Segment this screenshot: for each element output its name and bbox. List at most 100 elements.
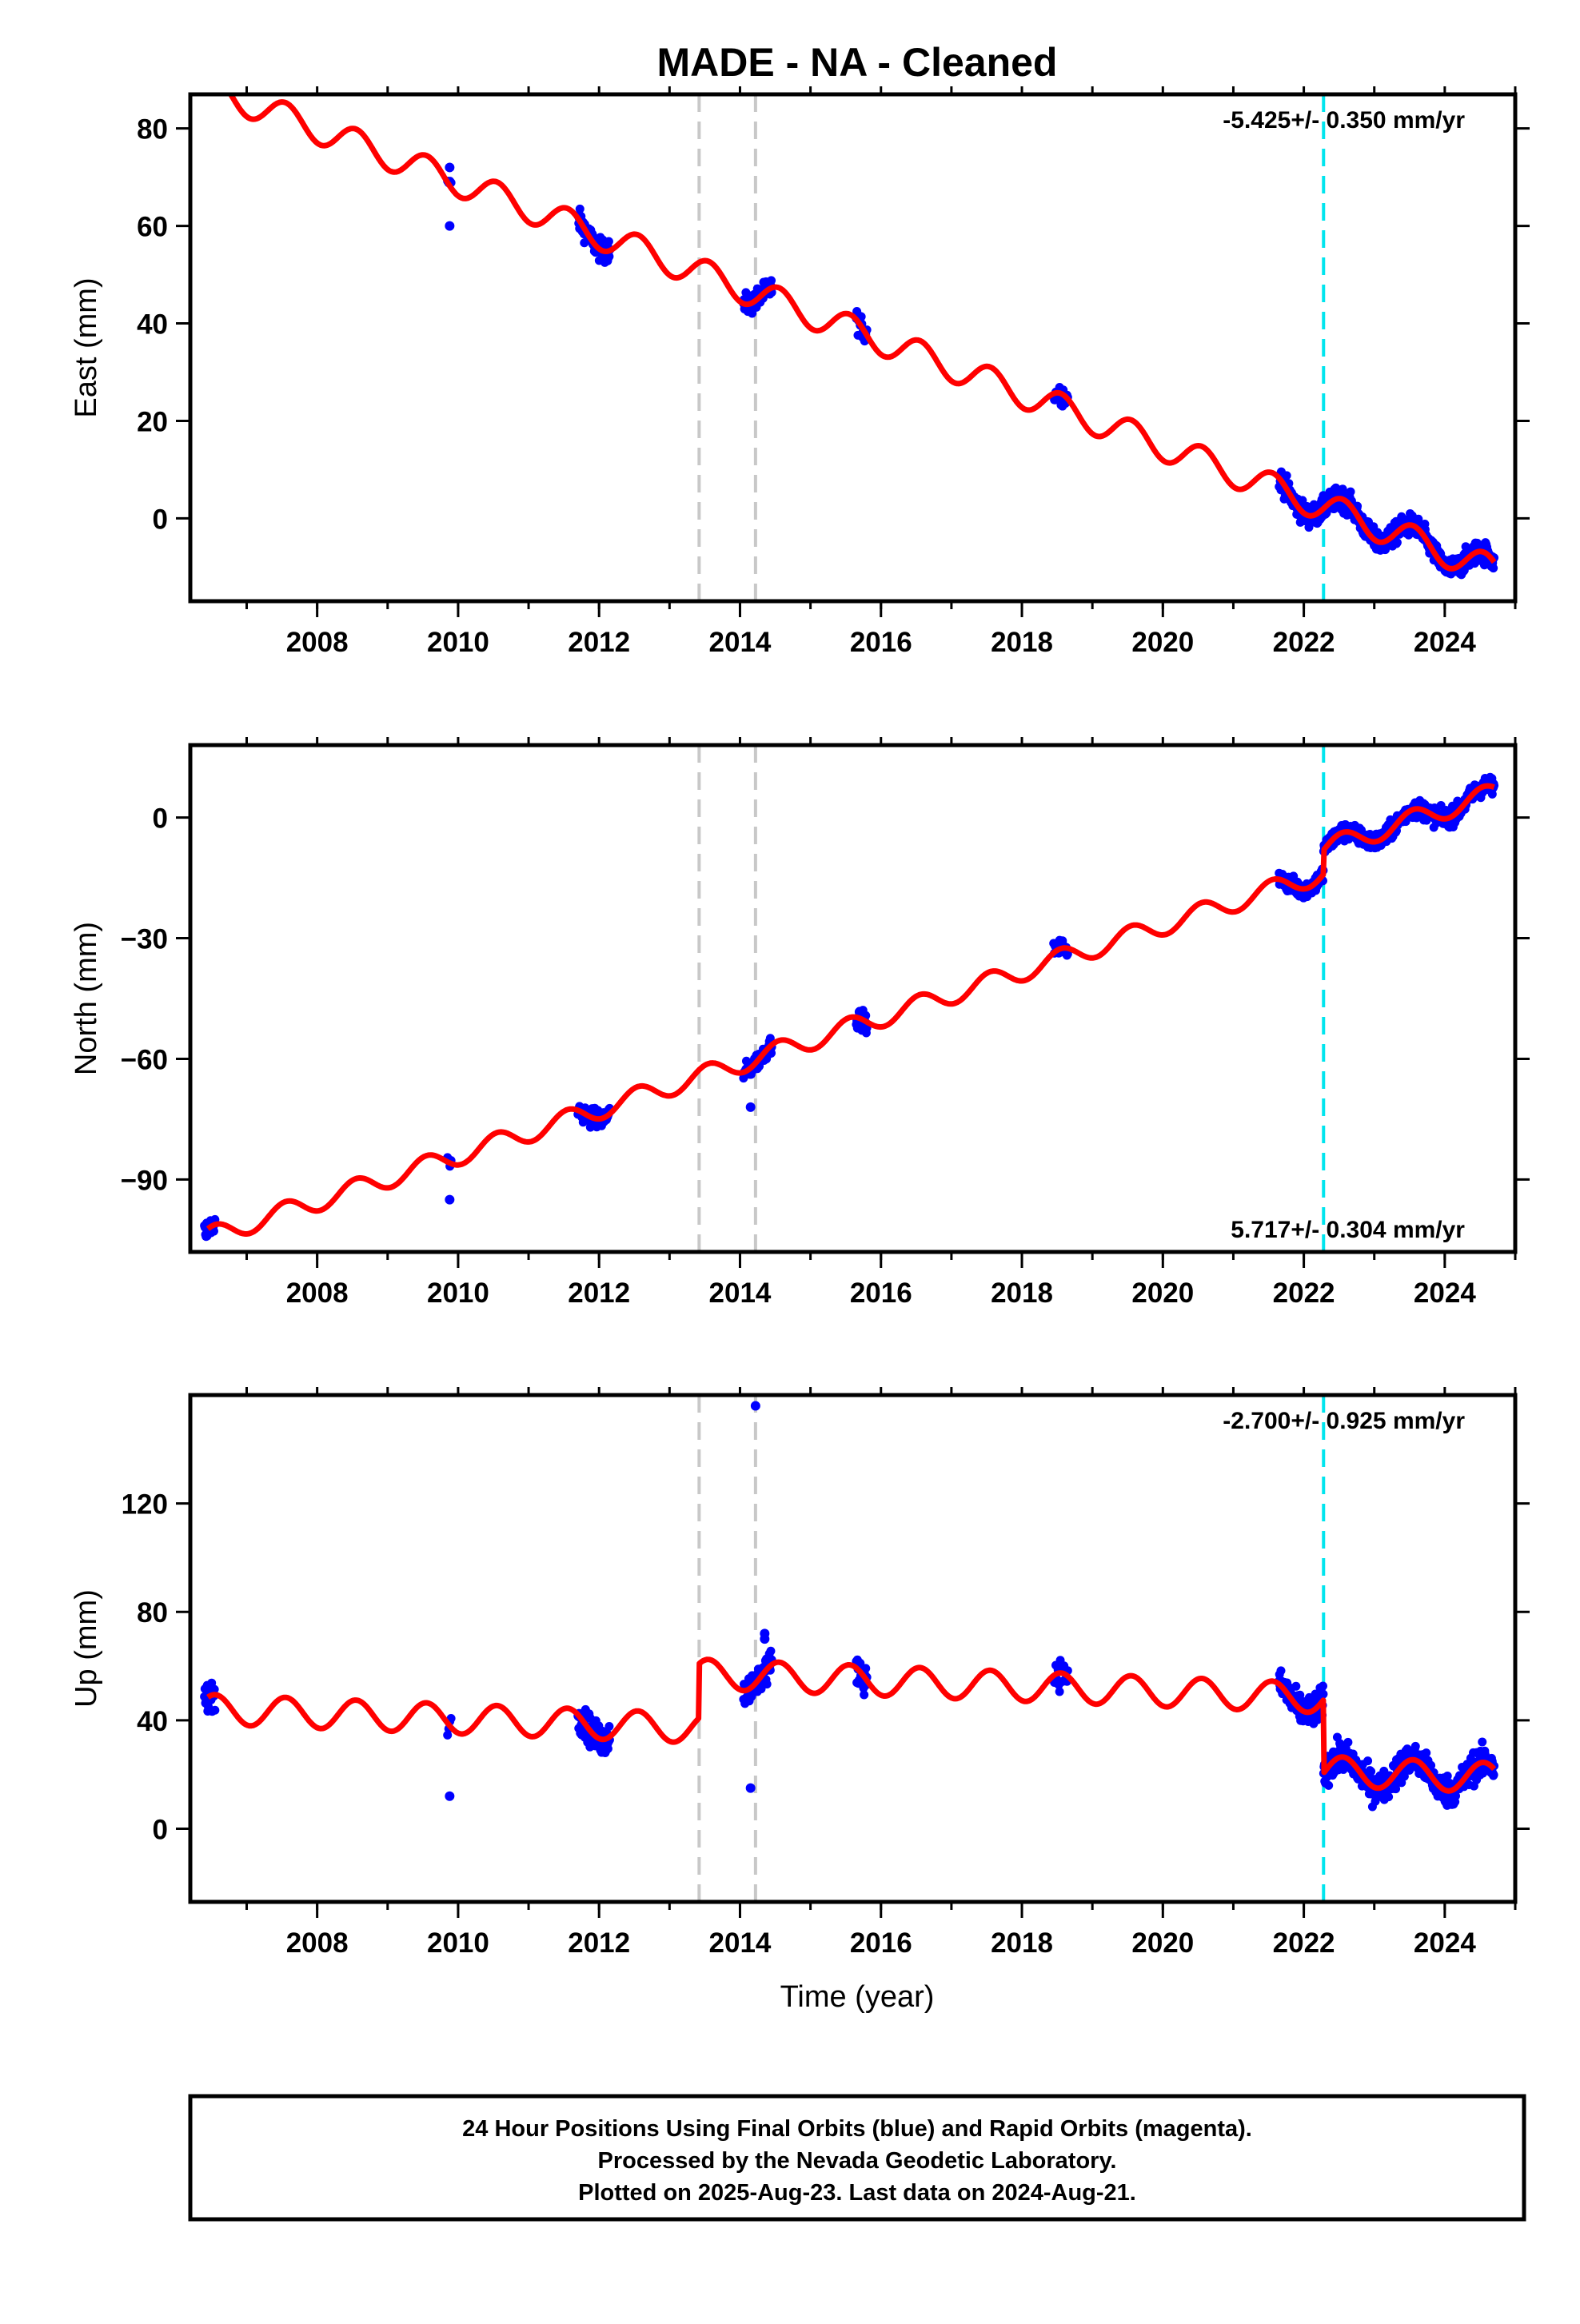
footer-line-1: 24 Hour Positions Using Final Orbits (bl… <box>462 2116 1252 2142</box>
x-axis-label: Time (year) <box>780 1980 935 2014</box>
north-ytick-label: −90 <box>121 1165 168 1196</box>
east-data-point <box>210 73 219 82</box>
east-data-point <box>1489 564 1498 573</box>
up-xtick-label: 2016 <box>850 1927 912 1959</box>
north-xtick-label: 2010 <box>427 1278 489 1309</box>
east-ytick-label: 60 <box>137 212 168 243</box>
up-data-point <box>1276 1666 1286 1676</box>
east-ylabel: East (mm) <box>70 277 103 417</box>
east-xtick-label: 2018 <box>991 627 1053 658</box>
up-data-point <box>1391 1784 1401 1794</box>
east-rate-label: -5.425+/- 0.350 mm/yr <box>1223 107 1465 134</box>
east-xtick-label: 2020 <box>1131 627 1194 658</box>
north-data-points <box>200 772 1499 1242</box>
east-data-point <box>1346 487 1355 496</box>
east-ytick-label: 80 <box>137 114 168 145</box>
north-ylabel: North (mm) <box>70 922 103 1075</box>
up-data-point <box>1399 1772 1409 1781</box>
east-panel: 80 60 40 20 0 2008 2010 2012 2014 2016 2018 2020 202… <box>70 67 1530 658</box>
up-data-point <box>1384 1792 1394 1802</box>
north-xtick-label: 2024 <box>1414 1278 1476 1309</box>
north-ytick-label: −30 <box>121 924 168 955</box>
east-data-points <box>200 67 1499 580</box>
up-model-curve <box>205 1656 1497 1794</box>
up-xtick-label: 2024 <box>1414 1927 1476 1959</box>
east-model-curve <box>227 94 1497 572</box>
east-data-point <box>210 73 219 82</box>
east-data-point <box>1392 538 1402 548</box>
up-data-point <box>1363 1756 1373 1766</box>
north-xtick-label: 2016 <box>850 1278 912 1309</box>
east-data-point <box>205 67 213 76</box>
up-xtick-label: 2008 <box>286 1927 349 1959</box>
east-data-point <box>205 78 213 86</box>
up-xtick-label: 2010 <box>427 1927 489 1959</box>
up-data-point <box>209 1684 219 1694</box>
up-data-point <box>1426 1760 1436 1770</box>
north-ytick-label: −60 <box>121 1044 168 1075</box>
east-data-point <box>203 68 212 77</box>
up-data-point <box>603 1744 612 1753</box>
east-xtick-label: 2016 <box>850 627 912 658</box>
up-data-points <box>200 1401 1499 1812</box>
up-data-point <box>1410 1741 1420 1751</box>
footer-box: 24 Hour Positions Using Final Orbits (bl… <box>188 2094 1526 2222</box>
up-rate-label: -2.700+/- 0.925 mm/yr <box>1223 1408 1465 1434</box>
up-outlier-point <box>750 1401 760 1411</box>
east-xtick-label: 2014 <box>709 627 772 658</box>
east-data-point <box>200 68 209 77</box>
east-data-point <box>604 237 613 246</box>
up-data-point <box>861 1664 871 1673</box>
north-data-point <box>765 1034 775 1043</box>
east-data-point <box>767 276 776 285</box>
east-ytick-label: 0 <box>153 504 168 535</box>
up-xtick-label: 2012 <box>568 1927 630 1959</box>
north-xtick-label: 2014 <box>709 1278 772 1309</box>
up-data-point <box>604 1721 614 1731</box>
east-data-point <box>204 74 213 82</box>
up-data-point <box>1442 1771 1452 1780</box>
north-xtick-label: 2012 <box>568 1278 630 1309</box>
up-outlier-point <box>745 1783 756 1793</box>
north-xtick-label: 2018 <box>991 1278 1053 1309</box>
east-data-point <box>207 74 216 82</box>
up-ytick-label: 0 <box>153 1814 168 1845</box>
up-ytick-label: 80 <box>137 1597 168 1628</box>
north-plot-area <box>200 745 1499 1252</box>
east-ytick-label: 40 <box>137 309 168 341</box>
north-model-curve <box>205 783 1496 1237</box>
up-ytick-label: 40 <box>137 1706 168 1737</box>
up-data-point <box>1478 1737 1487 1747</box>
east-outlier-point <box>445 221 455 231</box>
up-xtick-label: 2018 <box>991 1927 1053 1959</box>
east-data-point <box>206 74 215 82</box>
up-data-point <box>1489 1770 1498 1780</box>
east-ytick-label: 20 <box>137 406 168 437</box>
east-data-point <box>1338 484 1347 494</box>
east-data-point <box>205 67 214 76</box>
up-data-point <box>747 1692 756 1701</box>
east-xtick-label: 2012 <box>568 627 630 658</box>
east-outlier-point <box>445 162 455 173</box>
east-data-point <box>575 204 585 213</box>
north-frame <box>188 743 1518 1254</box>
east-plot-area <box>200 67 1499 601</box>
east-data-point <box>1282 471 1291 480</box>
up-frame <box>188 1393 1518 1904</box>
north-rate-label: 5.717+/- 0.304 mm/yr <box>1231 1217 1465 1243</box>
east-xtick-label: 2022 <box>1273 627 1335 658</box>
up-outlier-point <box>445 1791 455 1801</box>
east-xtick-label: 2010 <box>427 627 489 658</box>
up-data-point <box>1318 1681 1327 1691</box>
figure-title: MADE - NA - Cleaned <box>657 40 1058 85</box>
up-xtick-label: 2014 <box>709 1927 772 1959</box>
up-data-point <box>856 1658 865 1668</box>
east-data-point <box>201 70 209 78</box>
up-data-point <box>762 1680 772 1689</box>
up-data-point <box>1319 1689 1328 1699</box>
up-data-point <box>1343 1737 1353 1747</box>
east-data-point <box>604 252 614 261</box>
footer-line-3: Plotted on 2025-Aug-23. Last data on 202… <box>578 2180 1136 2206</box>
